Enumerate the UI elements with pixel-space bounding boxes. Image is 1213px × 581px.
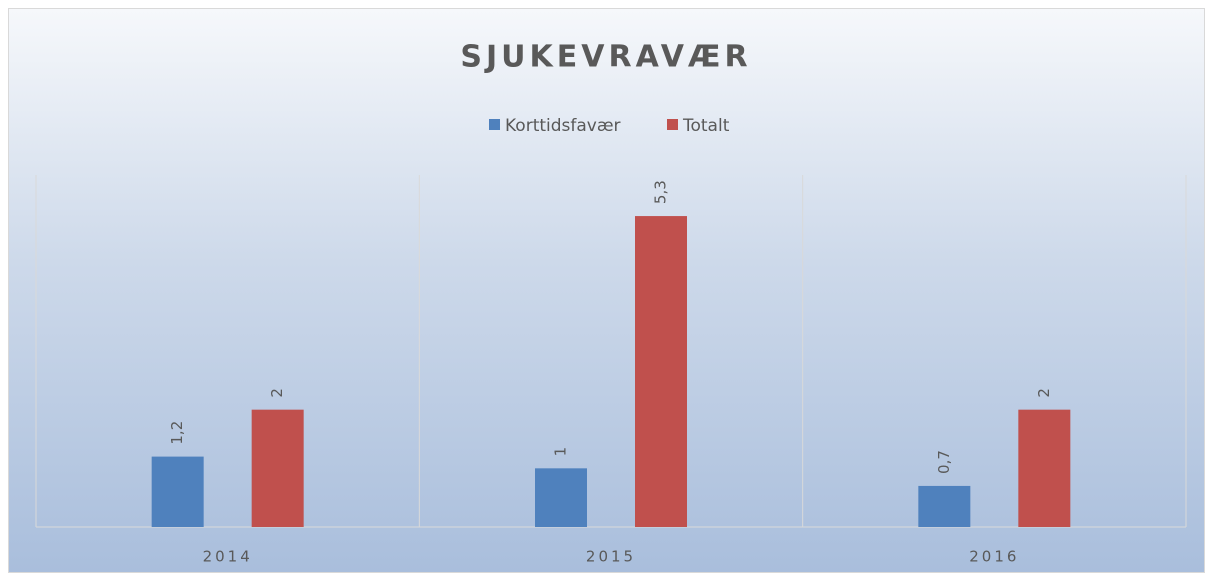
bar	[151, 456, 204, 527]
legend-label: Totalt	[682, 116, 730, 136]
x-tick-label: 2014	[203, 548, 253, 566]
bar	[251, 409, 304, 527]
chart-area	[8, 8, 1205, 573]
bar	[535, 468, 587, 527]
chart-title: SJUKEVRAVÆR	[460, 40, 751, 75]
data-label: 2	[1035, 388, 1053, 398]
x-tick-label: 2015	[586, 548, 636, 566]
bar	[635, 216, 687, 528]
data-label: 5,3	[652, 180, 670, 204]
legend-label: Korttidsfavær	[505, 116, 621, 136]
data-label: 2	[268, 388, 286, 398]
legend-swatch	[667, 119, 678, 130]
data-label: 0,7	[935, 450, 953, 474]
x-tick-label: 2016	[969, 548, 1019, 566]
data-label: 1	[552, 447, 570, 457]
data-label: 1,2	[168, 421, 186, 445]
legend-swatch	[489, 119, 500, 130]
bar	[918, 485, 971, 527]
bar	[1018, 409, 1071, 527]
